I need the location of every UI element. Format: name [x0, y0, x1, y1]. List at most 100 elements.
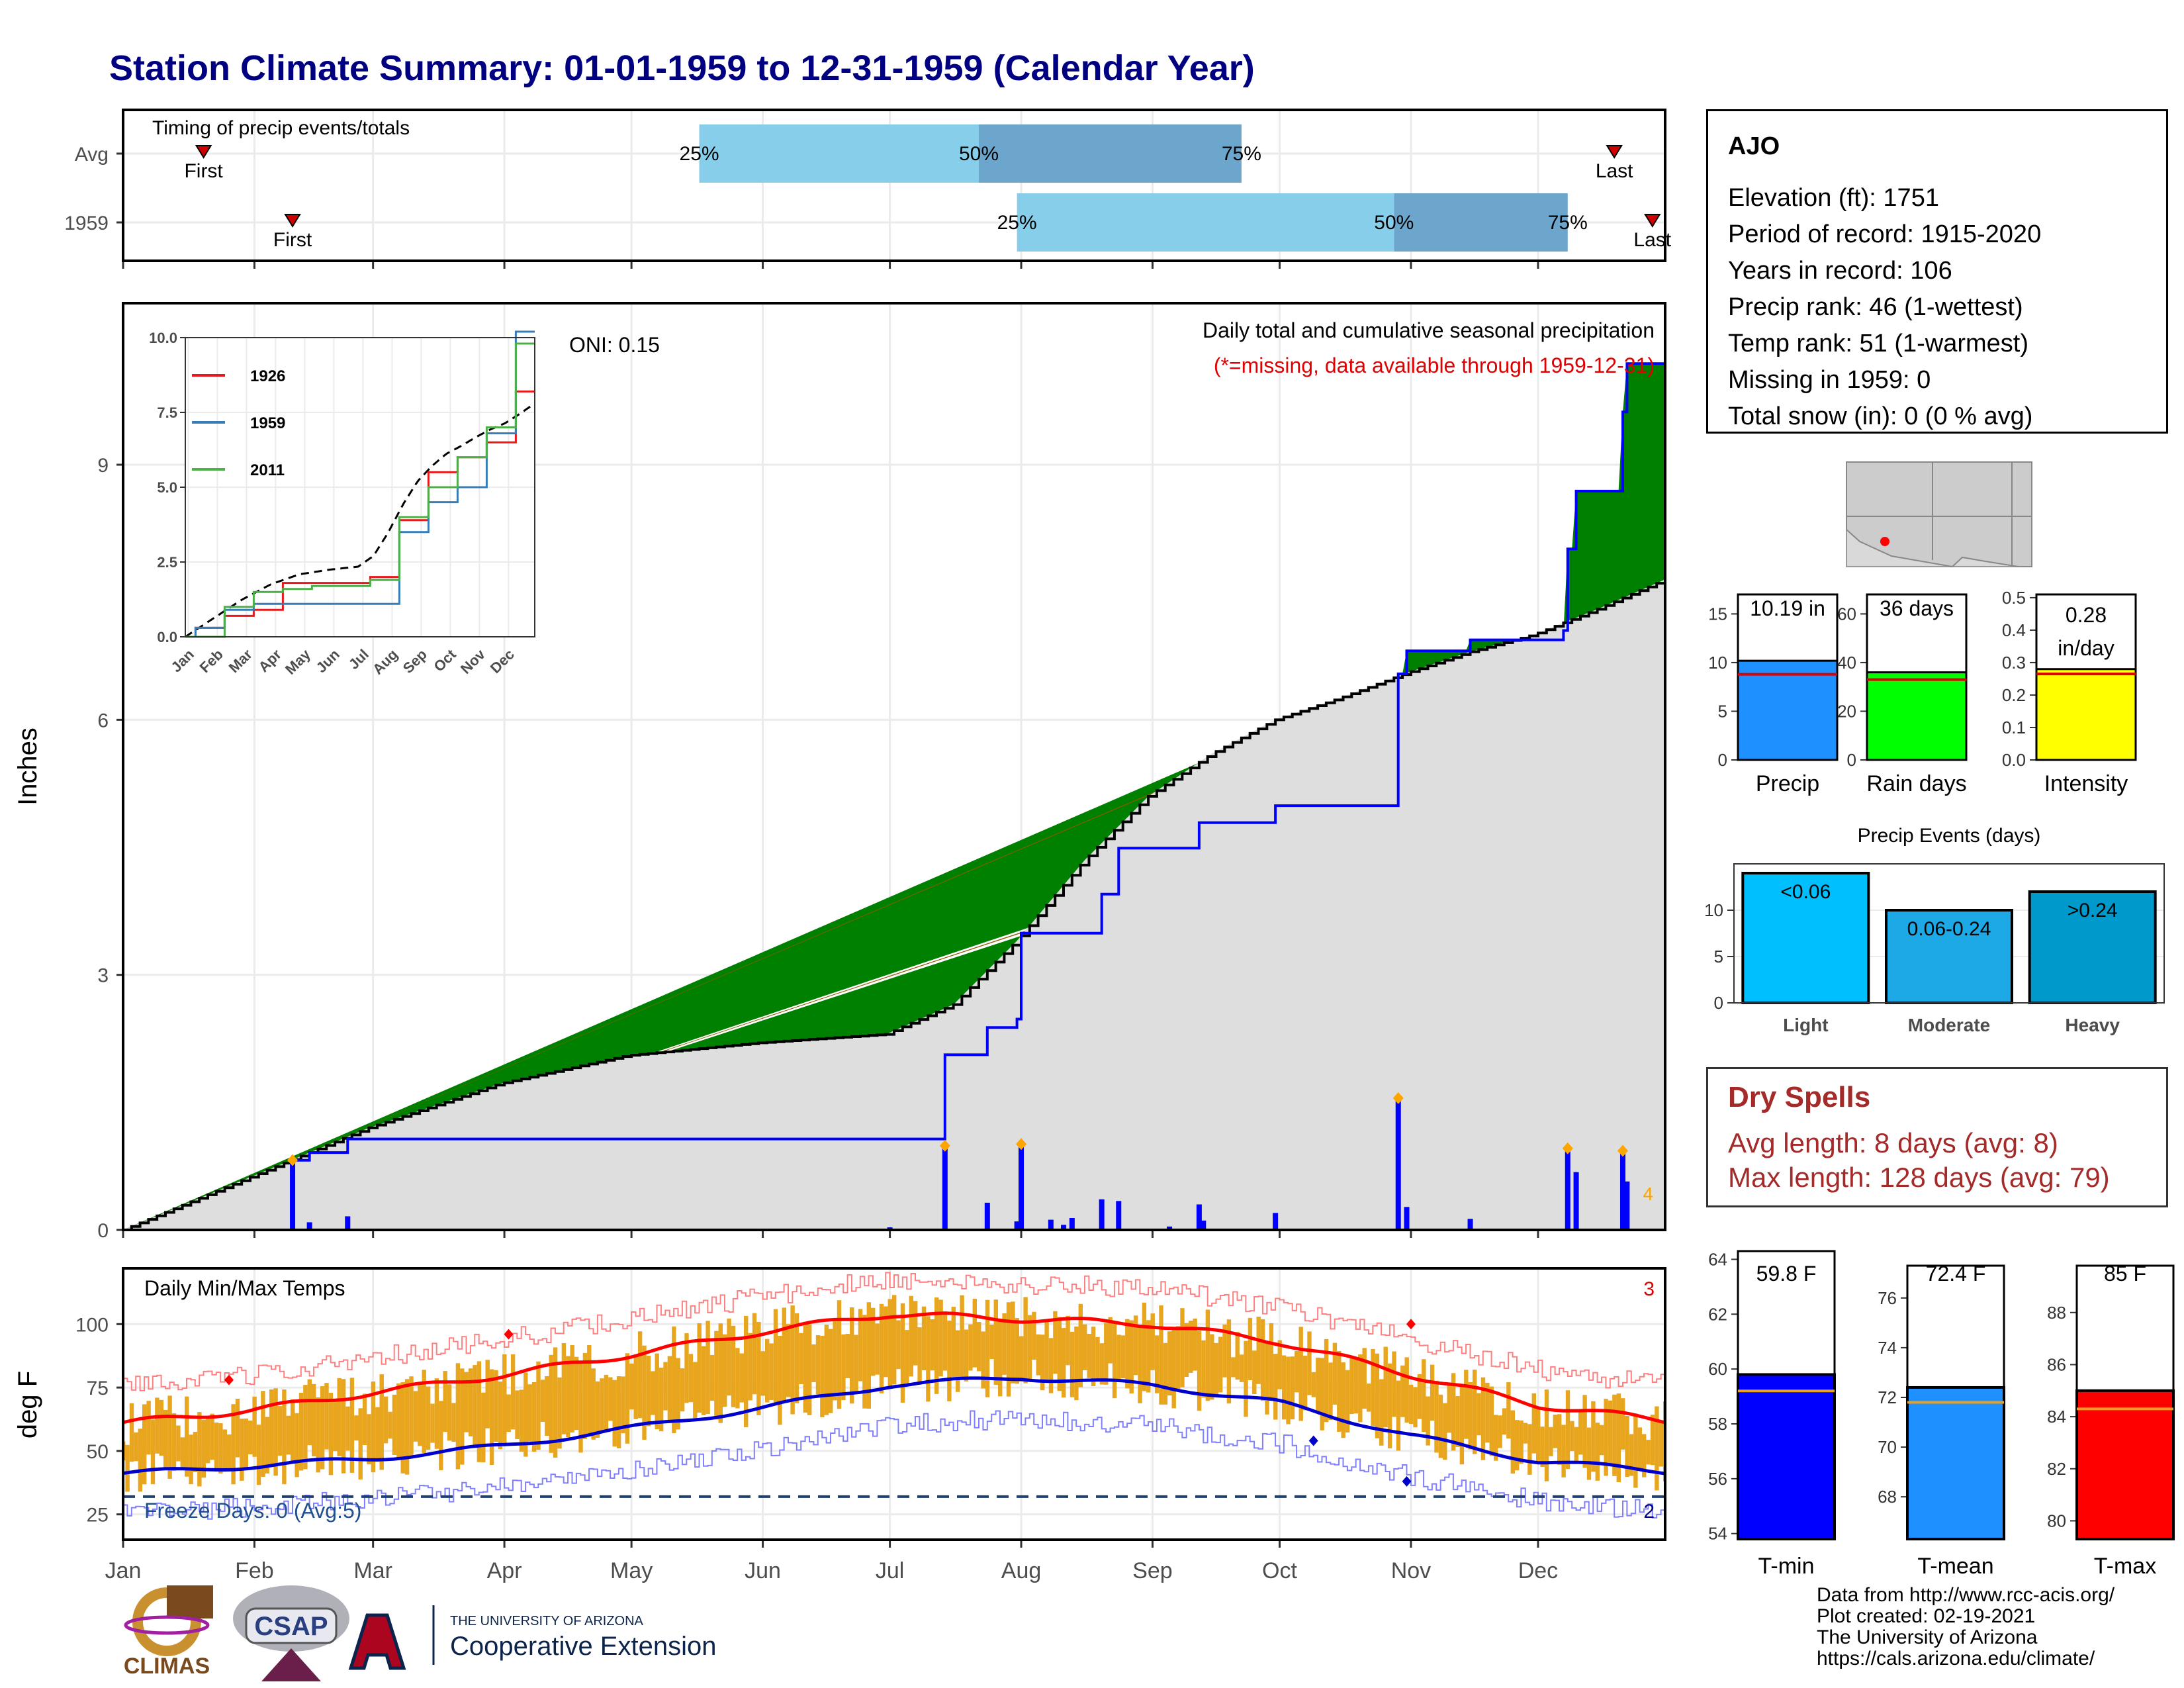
daily-precip-bar [306, 1222, 312, 1230]
tbar-ytick-label: 88 [2047, 1303, 2066, 1323]
stat-value-unit: in/day [2058, 636, 2114, 660]
daily-temp-bar [1286, 1356, 1291, 1425]
record-low-marker [1308, 1435, 1318, 1446]
daily-precip-bar [1573, 1172, 1579, 1230]
daily-temp-bar [1307, 1331, 1312, 1395]
daily-temp-bar [1477, 1393, 1481, 1436]
daily-temp-bar [481, 1392, 486, 1463]
daily-temp-bar [176, 1425, 181, 1462]
daily-temp-bar [1171, 1327, 1176, 1409]
daily-temp-bar [1455, 1396, 1460, 1447]
precip-ytick-label: 6 [97, 710, 109, 731]
station-name: AJO [1728, 132, 1780, 160]
csap-logo-text: CSAP [254, 1612, 328, 1641]
daily-temp-bar [921, 1306, 927, 1370]
inset-average-line [185, 403, 535, 638]
daily-temp-bar [1324, 1338, 1329, 1423]
timing-border [122, 109, 1666, 262]
temp-ytick-label: 100 [75, 1314, 109, 1336]
daily-temp-bar [960, 1295, 964, 1378]
tbar-label: T-max [2094, 1554, 2156, 1579]
event-bar-label: Light [1783, 1015, 1828, 1035]
daily-temp-bar [210, 1413, 214, 1460]
daily-temp-bar [269, 1389, 274, 1464]
daily-temp-bar [1650, 1415, 1655, 1466]
heavy-rain-marker [1392, 1092, 1404, 1104]
daily-temp-bar [629, 1363, 634, 1410]
daily-temp-bar [1473, 1370, 1477, 1454]
daily-temp-bar [1362, 1348, 1367, 1409]
university-name: THE UNIVERSITY OF ARIZONA [450, 1614, 644, 1628]
daily-temp-bar [951, 1307, 956, 1377]
credit-url: https://cals.arizona.edu/climate/ [1817, 1648, 2095, 1669]
daily-temp-bar [1129, 1320, 1134, 1393]
daily-temp-bar [778, 1336, 782, 1425]
daily-temp-bar [413, 1391, 418, 1442]
daily-temp-bar [307, 1379, 312, 1446]
daily-precip-bar [1619, 1150, 1625, 1230]
daily-temp-bar [1387, 1363, 1392, 1448]
daily-temp-bar [595, 1381, 600, 1438]
daily-temp-bar [1608, 1400, 1613, 1466]
daily-temp-bar [460, 1368, 465, 1465]
dry-spells-avg: Avg length: 8 days (avg: 8) [1728, 1127, 2058, 1158]
tbar-ytick-label: 72 [1878, 1387, 1897, 1407]
daily-temp-bar [1591, 1401, 1596, 1472]
daily-temp-bar [1498, 1415, 1502, 1448]
daily-temp-bar [1099, 1343, 1105, 1385]
daily-temp-bar [349, 1378, 355, 1473]
daily-temp-bar [1459, 1384, 1465, 1465]
inset-legend-label: 2011 [250, 461, 285, 479]
month-label: Dec [1518, 1558, 1558, 1583]
daily-temp-bar [468, 1368, 473, 1436]
timing-bar-25-50 [699, 124, 979, 183]
daily-precip-bar [1565, 1148, 1570, 1230]
daily-temp-bar [879, 1303, 884, 1393]
daily-temp-bar [146, 1401, 151, 1455]
daily-temp-bar [1353, 1358, 1359, 1414]
daily-temp-bar [1586, 1427, 1592, 1480]
daily-temp-bar [273, 1388, 278, 1476]
daily-temp-bar [1540, 1427, 1545, 1468]
daily-temp-bar [1002, 1313, 1007, 1375]
temp-border [122, 1267, 1666, 1541]
daily-temp-bar [968, 1324, 973, 1371]
daily-temp-bar [697, 1323, 702, 1413]
month-label: Mar [353, 1558, 392, 1583]
daily-temp-bar [1269, 1323, 1274, 1399]
daily-temp-bar [134, 1432, 138, 1462]
daily-temp-bar [1142, 1302, 1147, 1391]
daily-temp-bar [316, 1397, 320, 1473]
inset-legend-label: 1959 [250, 414, 285, 432]
daily-temp-bar [1426, 1396, 1430, 1446]
daily-temp-bar [489, 1369, 494, 1465]
daily-temp-bar [977, 1322, 981, 1372]
daily-temp-bar [1328, 1362, 1333, 1420]
daily-temp-bar [1036, 1334, 1040, 1376]
daily-temp-bar [473, 1365, 477, 1446]
daily-temp-bar [1256, 1317, 1261, 1384]
event-bar-range: 0.06-0.24 [1907, 918, 1991, 940]
daily-precip-bar [1467, 1219, 1473, 1230]
daily-temp-bar [1549, 1427, 1553, 1456]
daily-temp-bar [1553, 1415, 1557, 1448]
daily-temp-bar [964, 1329, 969, 1382]
daily-temp-bar [218, 1423, 223, 1474]
tbar-ytick-label: 76 [1878, 1288, 1897, 1308]
tbar-ytick-label: 74 [1878, 1338, 1897, 1358]
daily-temp-bar [1510, 1410, 1515, 1474]
last-label: Last [1596, 160, 1633, 182]
daily-temp-bar [1011, 1301, 1015, 1383]
daily-temp-bar [608, 1377, 613, 1421]
stat-ytick-label: 40 [1837, 653, 1856, 673]
daily-temp-bar [1371, 1349, 1375, 1426]
daily-temp-bar [171, 1413, 177, 1471]
tbar-bar [1737, 1373, 1836, 1540]
daily-temp-bar [1116, 1335, 1121, 1382]
daily-temp-bar [905, 1330, 909, 1383]
daily-temp-bar [621, 1376, 625, 1434]
daily-temp-bar [1159, 1305, 1163, 1405]
daily-temp-bar [375, 1407, 380, 1462]
daily-temp-bar [383, 1396, 388, 1444]
daily-temp-bar [1536, 1407, 1541, 1464]
